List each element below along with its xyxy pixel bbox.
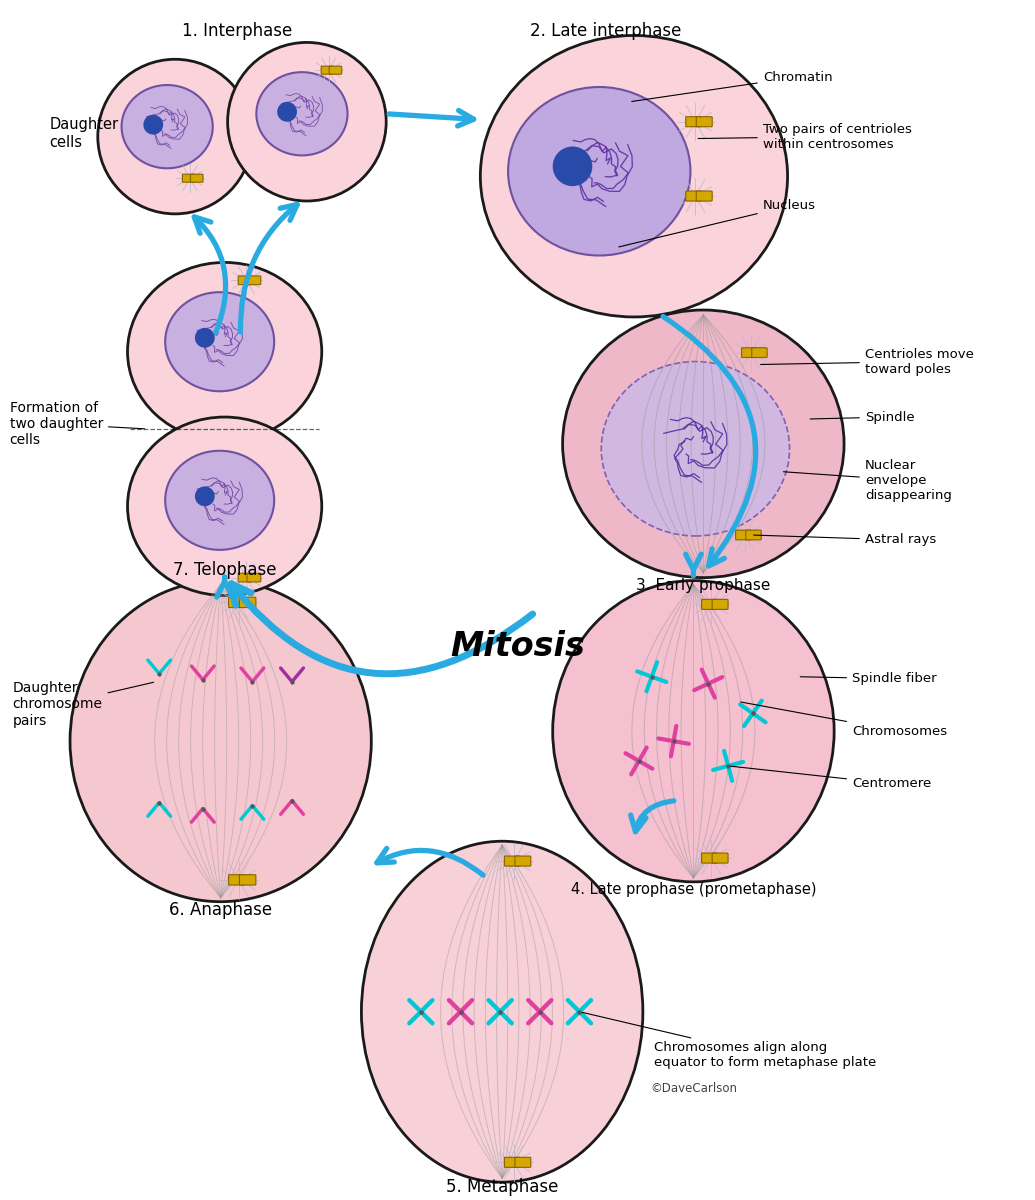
Text: 5. Metaphase: 5. Metaphase [446,1178,558,1196]
FancyBboxPatch shape [321,66,333,74]
Circle shape [144,115,164,134]
FancyBboxPatch shape [712,853,728,863]
Circle shape [195,486,214,506]
Text: Spindle fiber: Spindle fiber [800,672,937,685]
FancyBboxPatch shape [702,853,717,863]
FancyBboxPatch shape [247,276,261,284]
FancyBboxPatch shape [686,116,702,127]
FancyBboxPatch shape [238,574,252,582]
Text: Two pairs of centrioles
within centrosomes: Two pairs of centrioles within centrosom… [699,122,912,150]
FancyBboxPatch shape [741,348,757,358]
Ellipse shape [127,263,322,440]
Text: Mitosis: Mitosis [450,630,586,664]
Ellipse shape [97,59,253,214]
FancyBboxPatch shape [697,191,712,202]
Ellipse shape [228,42,386,200]
Text: Centromere: Centromere [731,767,932,791]
Ellipse shape [166,451,274,550]
Text: Chromatin: Chromatin [631,71,832,102]
FancyBboxPatch shape [329,66,342,74]
FancyBboxPatch shape [190,174,203,182]
FancyBboxPatch shape [239,875,256,886]
Text: Astral rays: Astral rays [753,534,936,546]
FancyBboxPatch shape [504,1157,521,1168]
Text: Chromosomes align along
equator to form metaphase plate: Chromosomes align along equator to form … [582,1013,876,1069]
FancyBboxPatch shape [697,116,712,127]
Ellipse shape [563,310,845,577]
Text: 4. Late prophase (prometaphase): 4. Late prophase (prometaphase) [570,882,817,898]
FancyBboxPatch shape [686,191,702,202]
Circle shape [553,146,592,186]
Ellipse shape [553,581,834,882]
Text: Formation of
two daughter
cells: Formation of two daughter cells [9,401,145,448]
Text: 1. Interphase: 1. Interphase [182,22,293,40]
Ellipse shape [257,72,348,156]
Text: ©DaveCarlson: ©DaveCarlson [651,1081,738,1094]
Text: 6. Anaphase: 6. Anaphase [169,901,272,919]
FancyBboxPatch shape [515,1157,531,1168]
FancyBboxPatch shape [702,599,717,610]
FancyBboxPatch shape [247,574,261,582]
Text: Daughter
chromosome
pairs: Daughter chromosome pairs [12,682,153,727]
Circle shape [277,102,297,121]
Ellipse shape [166,292,274,391]
Text: 7. Telophase: 7. Telophase [173,560,276,578]
Ellipse shape [70,581,372,901]
Text: Spindle: Spindle [810,410,915,424]
FancyBboxPatch shape [504,856,521,866]
Ellipse shape [361,841,643,1182]
FancyBboxPatch shape [238,276,252,284]
Ellipse shape [480,36,788,317]
FancyBboxPatch shape [239,598,256,607]
Text: Daughter
cells: Daughter cells [50,118,118,150]
FancyBboxPatch shape [746,530,761,540]
FancyBboxPatch shape [182,174,195,182]
Text: Nucleus: Nucleus [619,199,816,247]
FancyBboxPatch shape [751,348,767,358]
FancyBboxPatch shape [736,530,751,540]
Ellipse shape [121,85,213,168]
FancyBboxPatch shape [229,875,245,886]
Ellipse shape [508,88,690,256]
FancyBboxPatch shape [712,599,728,610]
Ellipse shape [127,418,322,595]
FancyBboxPatch shape [229,598,245,607]
Text: Centrioles move
toward poles: Centrioles move toward poles [761,348,974,376]
Ellipse shape [601,361,790,536]
Text: 3. Early prophase: 3. Early prophase [637,578,770,593]
FancyBboxPatch shape [515,856,531,866]
Text: Chromosomes: Chromosomes [741,702,947,738]
Circle shape [195,328,214,348]
Text: 2. Late interphase: 2. Late interphase [530,22,681,40]
Text: Nuclear
envelope
disappearing: Nuclear envelope disappearing [783,458,952,502]
